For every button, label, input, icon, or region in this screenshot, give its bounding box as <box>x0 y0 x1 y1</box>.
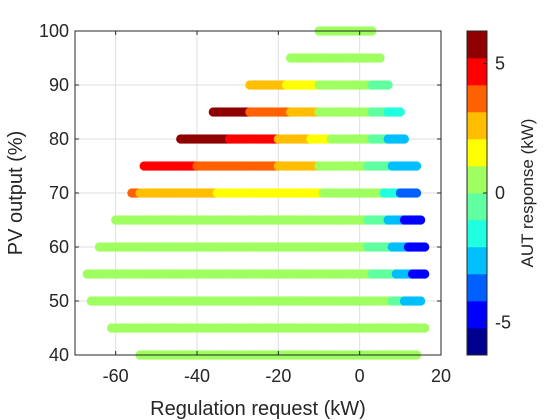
colorbar-tick-label: 5 <box>495 53 505 73</box>
data-row <box>111 215 426 225</box>
data-point <box>383 80 393 90</box>
colorbar-tick-label: 0 <box>495 183 505 203</box>
y-tick-label: 40 <box>49 345 69 365</box>
colorbar-segment <box>467 301 487 329</box>
data-row <box>86 296 426 306</box>
data-row <box>135 350 422 360</box>
colorbar-segment <box>467 193 487 221</box>
colorbar-segment <box>467 274 487 302</box>
data-point <box>395 107 405 117</box>
data-row <box>285 53 385 63</box>
x-axis-label: Regulation request (kW) <box>150 398 366 420</box>
data-row <box>176 134 409 144</box>
data-row <box>82 269 430 279</box>
x-tick-label: -20 <box>265 366 291 386</box>
data-point <box>412 188 422 198</box>
data-point <box>375 53 385 63</box>
data-row <box>94 242 430 252</box>
colorbar-tick-label: -5 <box>495 313 511 333</box>
colorbar-segment <box>467 31 487 59</box>
colorbar-segment <box>467 85 487 113</box>
y-tick-label: 50 <box>49 291 69 311</box>
plot-area: -60 -40 -20 0 20 40 50 60 70 80 90 100 <box>39 21 451 386</box>
colorbar-label: AUT response (kW) <box>518 119 537 268</box>
data-row <box>127 188 422 198</box>
data-point <box>399 134 409 144</box>
colorbar-segment <box>467 112 487 140</box>
x-tick-label: 0 <box>355 366 365 386</box>
y-tick-label: 100 <box>39 21 69 41</box>
data-row <box>139 161 422 171</box>
colorbar-segment <box>467 58 487 86</box>
data-point <box>420 269 430 279</box>
y-tick-label: 60 <box>49 237 69 257</box>
colorbar-segment <box>467 247 487 275</box>
y-tick-label: 80 <box>49 129 69 149</box>
colorbar-segment <box>467 166 487 194</box>
x-tick-label: -40 <box>184 366 210 386</box>
colorbar: -5 0 5 <box>466 30 511 356</box>
colorbar-segment <box>467 220 487 248</box>
x-tick-label: 20 <box>431 366 451 386</box>
data-point <box>416 215 426 225</box>
data-point <box>420 242 430 252</box>
data-point <box>420 323 430 333</box>
data-row <box>208 107 405 117</box>
data-row <box>245 80 393 90</box>
y-tick-label: 90 <box>49 75 69 95</box>
colorbar-segment <box>467 139 487 167</box>
y-tick-label: 70 <box>49 183 69 203</box>
x-tick-label: -60 <box>103 366 129 386</box>
y-axis-label: PV output (%) <box>5 131 27 256</box>
data-point <box>416 296 426 306</box>
data-point <box>412 161 422 171</box>
colorbar-segment <box>467 328 487 356</box>
data-row <box>107 323 430 333</box>
